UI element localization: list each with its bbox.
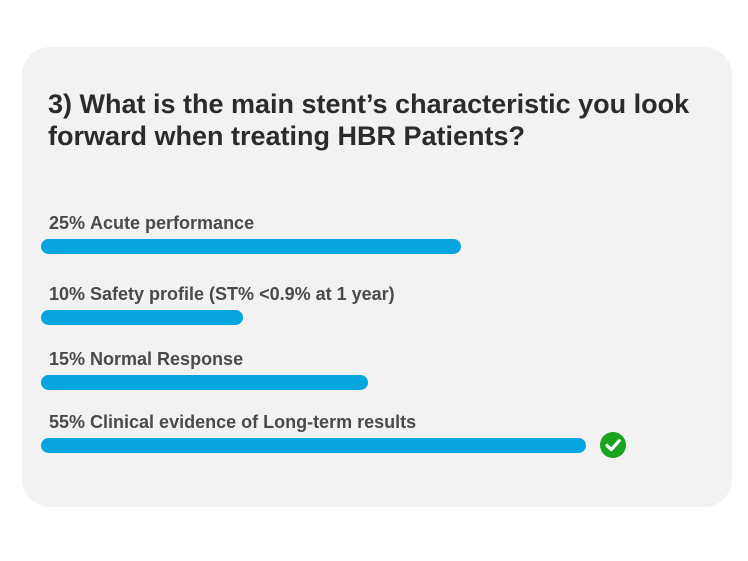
option-text: Normal Response — [90, 349, 244, 369]
option-bar — [41, 239, 461, 254]
option-bar — [41, 310, 243, 325]
poll-option: 25% Acute performance — [41, 212, 681, 262]
option-text: Clinical evidence of Long-term results — [90, 412, 417, 432]
poll-option: 55% Clinical evidence of Long-term result… — [41, 411, 681, 461]
poll-option: 10% Safety profile (ST% <0.9% at 1 year) — [41, 283, 681, 333]
option-label: 55% Clinical evidence of Long-term result… — [49, 411, 416, 433]
option-text: Safety profile (ST% <0.9% at 1 year) — [90, 284, 395, 304]
option-text: Acute performance — [90, 213, 255, 233]
option-percent: 15% — [49, 349, 86, 369]
option-bar — [41, 375, 368, 390]
option-bar-track — [41, 375, 368, 390]
option-percent: 55% — [49, 412, 86, 432]
poll-card — [22, 47, 732, 507]
option-percent: 25% — [49, 213, 86, 233]
option-bar-track — [41, 438, 586, 453]
poll-option: 15% Normal Response — [41, 348, 681, 398]
poll-question: 3) What is the main stent’s characterist… — [48, 89, 690, 151]
option-label: 15% Normal Response — [49, 348, 243, 370]
option-label: 10% Safety profile (ST% <0.9% at 1 year) — [49, 283, 395, 305]
option-bar-track — [41, 239, 461, 254]
option-bar-track — [41, 310, 243, 325]
option-label: 25% Acute performance — [49, 212, 254, 234]
check-circle-icon — [600, 432, 626, 458]
option-bar — [41, 438, 586, 453]
option-percent: 10% — [49, 284, 86, 304]
